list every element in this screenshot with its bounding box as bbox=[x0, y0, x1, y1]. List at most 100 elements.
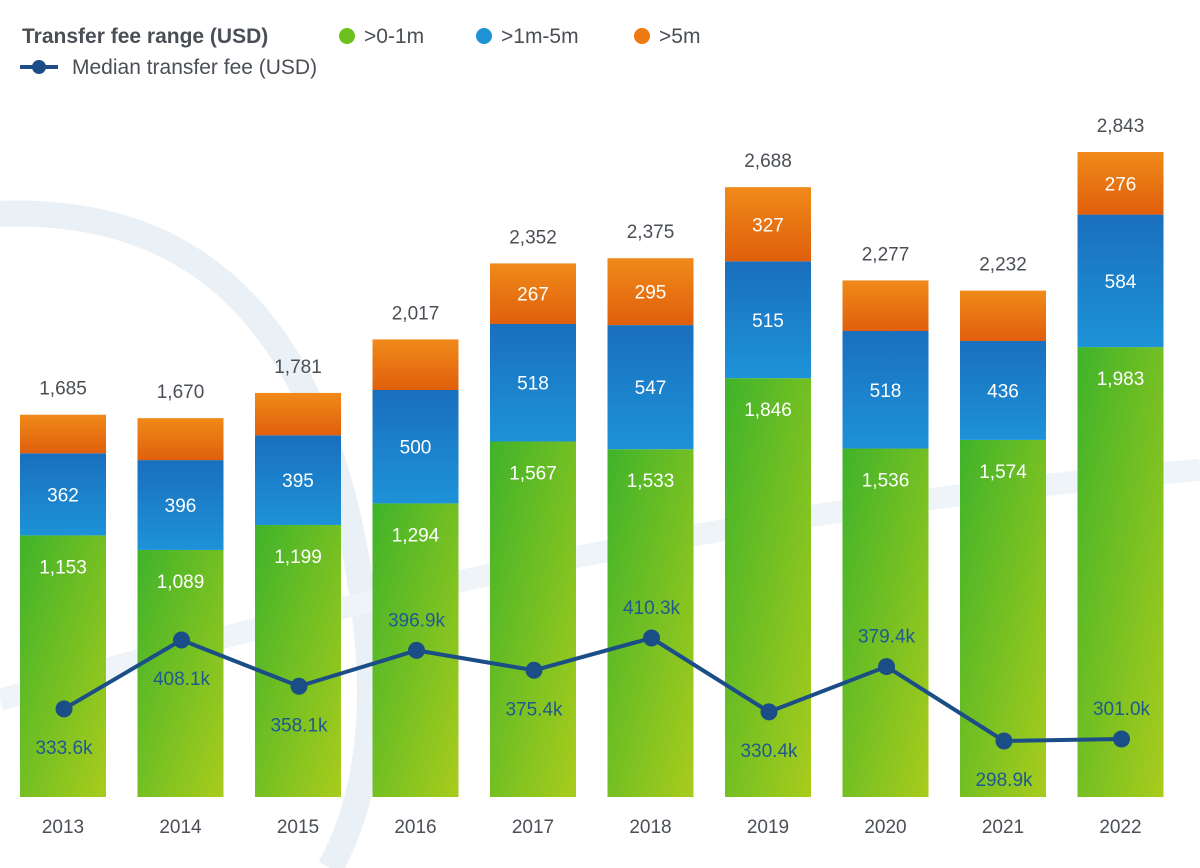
legend-item-median-line: Median transfer fee (USD) bbox=[72, 56, 317, 79]
legend-item-orange: >5m bbox=[659, 25, 700, 48]
segment-label-2022-1: 584 bbox=[1105, 272, 1137, 293]
bar-segment-orange-2013 bbox=[20, 414, 106, 454]
bar-segment-blue-2014 bbox=[137, 460, 224, 550]
total-label-2021: 2,232 bbox=[979, 255, 1027, 276]
total-label-2020: 2,277 bbox=[862, 244, 910, 265]
bar-segment-orange-2014 bbox=[137, 418, 224, 461]
bar-segment-orange-2017 bbox=[490, 263, 576, 324]
segment-label-2017-1: 518 bbox=[517, 374, 549, 395]
total-label-2013: 1,685 bbox=[39, 379, 87, 400]
bar-segment-green-2018 bbox=[607, 449, 694, 797]
segment-label-2018-2: 295 bbox=[635, 283, 667, 304]
bar-segment-blue-2017 bbox=[490, 323, 576, 442]
median-point-2021 bbox=[995, 732, 1013, 750]
median-label-2022: 301.0k bbox=[1093, 699, 1151, 720]
x-tick-label-2018: 2018 bbox=[629, 817, 671, 838]
bar-segment-blue-2021 bbox=[960, 340, 1046, 440]
x-tick-label-2020: 2020 bbox=[864, 817, 906, 838]
bar-segment-orange-2015 bbox=[255, 392, 341, 436]
median-point-2016 bbox=[408, 641, 425, 659]
total-label-2014: 1,670 bbox=[157, 382, 205, 403]
bar-segment-orange-2021 bbox=[960, 290, 1046, 341]
x-tick-label-2013: 2013 bbox=[42, 817, 84, 838]
x-tick-label-2021: 2021 bbox=[982, 817, 1024, 838]
legend-item-blue: >1m-5m bbox=[501, 25, 579, 48]
bar-segment-blue-2016 bbox=[372, 389, 459, 504]
legend-line-marker bbox=[32, 60, 46, 74]
x-tick-label-2014: 2014 bbox=[159, 817, 202, 838]
median-line bbox=[62, 636, 1122, 743]
median-point-2017 bbox=[525, 661, 543, 679]
bar-segment-green-2019 bbox=[725, 378, 811, 797]
segment-label-2014-0: 1,089 bbox=[157, 572, 205, 593]
segment-label-2018-1: 547 bbox=[635, 378, 667, 399]
median-point-2022 bbox=[1113, 730, 1130, 748]
median-point-2013 bbox=[55, 700, 73, 718]
median-label-2016: 396.9k bbox=[388, 610, 446, 631]
bar-segment-orange-2016 bbox=[372, 339, 459, 390]
bar-segment-blue-2020 bbox=[842, 331, 929, 449]
median-label-2019: 330.4k bbox=[740, 741, 798, 762]
segment-label-2014-1: 396 bbox=[165, 496, 197, 517]
bar-segment-orange-2018 bbox=[607, 258, 694, 326]
median-label-2015: 358.1k bbox=[270, 715, 328, 736]
median-label-2020: 379.4k bbox=[858, 627, 916, 648]
segment-label-2015-1: 395 bbox=[282, 471, 314, 492]
median-label-2013: 333.6k bbox=[35, 738, 93, 759]
labels-layer: 1,153 362 1,685 2013 1,089 396 1,670 2014 1,199 3… bbox=[39, 116, 1144, 838]
median-label-2018: 410.3k bbox=[623, 598, 681, 619]
legend-swatch-blue bbox=[476, 28, 492, 44]
legend-item-green: >0-1m bbox=[364, 25, 424, 48]
bar-segment-green-2017 bbox=[490, 441, 576, 797]
segment-label-2020-1: 518 bbox=[870, 381, 902, 402]
x-tick-label-2017: 2017 bbox=[512, 817, 554, 838]
median-point-2018 bbox=[643, 629, 660, 647]
segment-label-2021-0: 1,574 bbox=[979, 462, 1027, 483]
legend: Transfer fee range (USD) >0-1m >1m-5m >5… bbox=[20, 25, 700, 79]
legend-swatch-green bbox=[339, 28, 355, 44]
total-label-2022: 2,843 bbox=[1097, 116, 1145, 137]
segment-label-2020-0: 1,536 bbox=[862, 471, 910, 492]
median-line-layer: 333.6k 408.1k 358.1k 396.9k 375.4k 410.3k 330.… bbox=[35, 598, 1150, 791]
total-label-2017: 2,352 bbox=[509, 227, 557, 248]
total-label-2018: 2,375 bbox=[627, 222, 675, 243]
legend-swatch-orange bbox=[634, 28, 650, 44]
median-point-2019 bbox=[760, 703, 778, 721]
bar-segment-blue-2013 bbox=[20, 453, 106, 536]
segment-label-2019-2: 327 bbox=[752, 215, 784, 236]
x-tick-label-2022: 2022 bbox=[1099, 817, 1141, 838]
segment-label-2021-1: 436 bbox=[987, 381, 1019, 402]
median-point-2015 bbox=[290, 677, 308, 695]
segment-label-2017-0: 1,567 bbox=[509, 463, 557, 484]
median-label-2017: 375.4k bbox=[505, 699, 563, 720]
x-tick-label-2019: 2019 bbox=[747, 817, 789, 838]
total-label-2019: 2,688 bbox=[744, 151, 792, 172]
bar-segment-green-2020 bbox=[842, 448, 929, 797]
bar-segment-blue-2015 bbox=[255, 435, 341, 525]
median-point-2014 bbox=[173, 631, 190, 649]
bar-segment-green-2014 bbox=[137, 549, 224, 797]
bar-segment-orange-2020 bbox=[842, 280, 929, 332]
bar-segment-green-2022 bbox=[1077, 347, 1164, 797]
bar-segment-orange-2019 bbox=[725, 187, 811, 262]
total-label-2015: 1,781 bbox=[274, 357, 322, 378]
total-label-2016: 2,017 bbox=[392, 303, 440, 324]
segment-label-2019-0: 1,846 bbox=[744, 400, 792, 421]
segment-label-2016-0: 1,294 bbox=[392, 525, 440, 546]
x-tick-label-2015: 2015 bbox=[277, 817, 319, 838]
segment-label-2015-0: 1,199 bbox=[274, 547, 322, 568]
median-label-2014: 408.1k bbox=[153, 669, 211, 690]
bar-segment-blue-2019 bbox=[725, 261, 811, 379]
bar-segment-blue-2022 bbox=[1077, 214, 1164, 348]
x-tick-label-2016: 2016 bbox=[394, 817, 436, 838]
segment-label-2019-1: 515 bbox=[752, 311, 784, 332]
segment-label-2013-0: 1,153 bbox=[39, 557, 87, 578]
bar-segment-green-2015 bbox=[255, 524, 341, 797]
bar-segment-green-2013 bbox=[20, 535, 106, 797]
median-point-2020 bbox=[878, 658, 895, 676]
segment-label-2018-0: 1,533 bbox=[627, 471, 675, 492]
bar-segment-orange-2022 bbox=[1077, 152, 1164, 215]
segment-label-2022-0: 1,983 bbox=[1097, 369, 1145, 390]
